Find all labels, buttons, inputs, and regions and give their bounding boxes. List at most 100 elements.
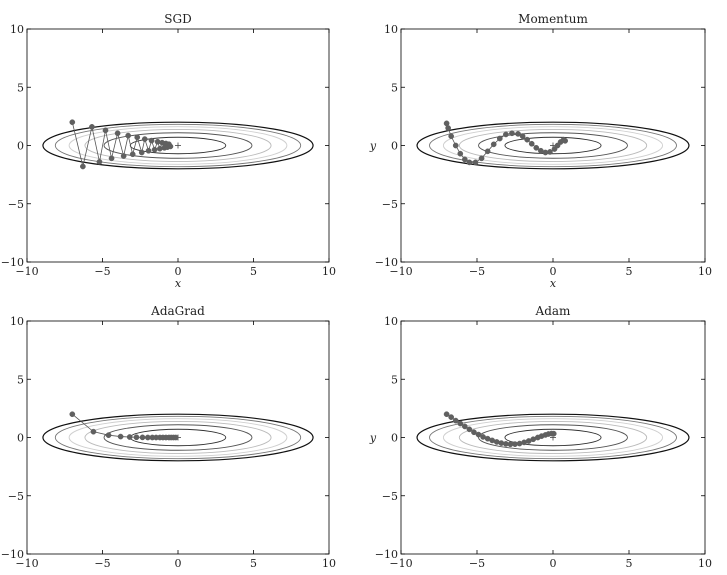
optimizer-path-point <box>445 125 451 131</box>
panel-title: SGD <box>164 12 191 26</box>
x-tick-label: 0 <box>550 265 557 278</box>
contour-line <box>458 128 648 163</box>
y-tick-label: −10 <box>1 256 24 269</box>
x-tick-label: −5 <box>94 557 110 570</box>
y-tick-label: 5 <box>17 81 24 94</box>
optimizer-path-point <box>547 149 553 155</box>
contour-line <box>103 132 253 159</box>
optimizer-path-point <box>562 137 569 144</box>
optimizer-path-point <box>117 433 124 440</box>
optimizer-path-line <box>72 413 176 438</box>
plot-area <box>42 119 314 170</box>
optimizer-path-point <box>126 434 133 440</box>
optimizer-path-point <box>503 131 509 138</box>
optimizer-path-point <box>145 147 152 154</box>
optimizer-path-point <box>498 440 505 446</box>
optimizer-path-point <box>148 137 155 144</box>
y-axis-label: y <box>369 140 377 153</box>
optimizer-path-point <box>448 133 455 140</box>
optimizer-path-point <box>466 426 473 433</box>
y-tick-label: −10 <box>1 548 24 561</box>
optimizer-path-point <box>471 429 477 436</box>
contour-line <box>42 413 314 462</box>
plot-area <box>42 411 314 462</box>
x-tick-label: 0 <box>175 265 182 278</box>
contour-line <box>68 126 288 165</box>
contour-line <box>54 123 302 168</box>
optimizer-path-point <box>515 131 521 137</box>
optimizer-path-point <box>89 124 95 130</box>
optimizer-path-point <box>478 155 485 162</box>
optimizer-path-point <box>457 150 464 157</box>
optimizer-path-point <box>528 140 535 147</box>
contour-line <box>54 415 302 460</box>
x-tick-label: 0 <box>175 557 182 570</box>
x-axis-label: x <box>175 277 182 290</box>
y-tick-label: 10 <box>10 23 24 36</box>
optimizer-path-point <box>90 428 97 435</box>
x-tick-label: 5 <box>250 557 257 570</box>
plot-area <box>416 411 690 462</box>
x-tick-label: 10 <box>698 265 712 278</box>
x-tick-label: 5 <box>626 557 633 570</box>
optimizer-path-point <box>452 417 459 424</box>
optimizer-path-point <box>484 148 491 155</box>
x-tick-label: 5 <box>626 265 633 278</box>
optimizer-path-point <box>448 414 455 420</box>
y-tick-label: −5 <box>8 198 24 211</box>
contour-line <box>84 128 272 163</box>
contour-line <box>103 424 253 451</box>
x-tick-label: −5 <box>469 557 485 570</box>
optimizer-path-point <box>533 144 540 151</box>
y-tick-label: 0 <box>17 140 24 153</box>
optimizer-path-point <box>114 130 121 137</box>
contour-line <box>416 413 690 462</box>
contour-line <box>504 136 602 155</box>
chart-panel-2: −10 −5 0 5 10 −10 −5 0 5 10 Momentum x y <box>369 12 712 290</box>
y-tick-label: 5 <box>391 373 398 386</box>
contour-line <box>478 132 628 159</box>
contour-line <box>429 123 677 168</box>
optimizer-path-point <box>443 120 450 127</box>
x-tick-label: −5 <box>94 265 110 278</box>
optimizer-path-point <box>69 119 76 126</box>
optimizer-path-point <box>141 136 148 142</box>
optimizer-path-point <box>80 163 86 170</box>
panel-title: Adam <box>535 304 572 318</box>
panel-title: AdaGrad <box>150 304 205 318</box>
x-tick-label: 10 <box>322 265 336 278</box>
plot-area <box>416 120 690 170</box>
optimizer-path-point <box>472 159 479 166</box>
x-tick-label: −10 <box>389 265 412 278</box>
contour-line <box>442 418 664 457</box>
optimizer-path-point <box>69 411 76 418</box>
optimizer-path-point <box>105 432 112 439</box>
y-axis-label: y <box>369 432 377 445</box>
optimizer-path-point <box>524 136 531 143</box>
optimizer-path-point <box>96 158 103 165</box>
x-tick-label: −5 <box>469 265 485 278</box>
optimizer-path-point <box>138 149 145 156</box>
x-tick-label: 5 <box>250 265 257 278</box>
optimizer-path-point <box>550 430 557 437</box>
optimizer-path-point <box>129 151 136 158</box>
y-tick-label: −10 <box>375 548 398 561</box>
contour-line <box>458 420 648 455</box>
contour-line <box>84 420 272 455</box>
optimizer-path-point <box>167 143 174 150</box>
optimizer-path-point <box>443 411 450 418</box>
x-tick-label: −10 <box>389 557 412 570</box>
y-tick-label: 0 <box>391 140 398 153</box>
optimizer-path-point <box>133 434 140 441</box>
optimizer-path-point <box>461 423 468 430</box>
optimizer-path-point <box>461 156 468 163</box>
contour-line <box>478 424 628 451</box>
y-tick-label: 10 <box>384 315 398 328</box>
chart-panel-3: −10 −5 0 5 10 −10 −5 0 5 10 AdaGrad <box>1 304 336 570</box>
y-tick-label: 5 <box>391 81 398 94</box>
chart-panel-1: −10 −5 0 5 10 −10 −5 0 5 10 SGD x <box>1 12 336 290</box>
optimizer-path-point <box>452 142 459 149</box>
contour-line <box>42 121 314 170</box>
contour-line <box>504 428 602 447</box>
optimizer-path-point <box>125 132 132 139</box>
